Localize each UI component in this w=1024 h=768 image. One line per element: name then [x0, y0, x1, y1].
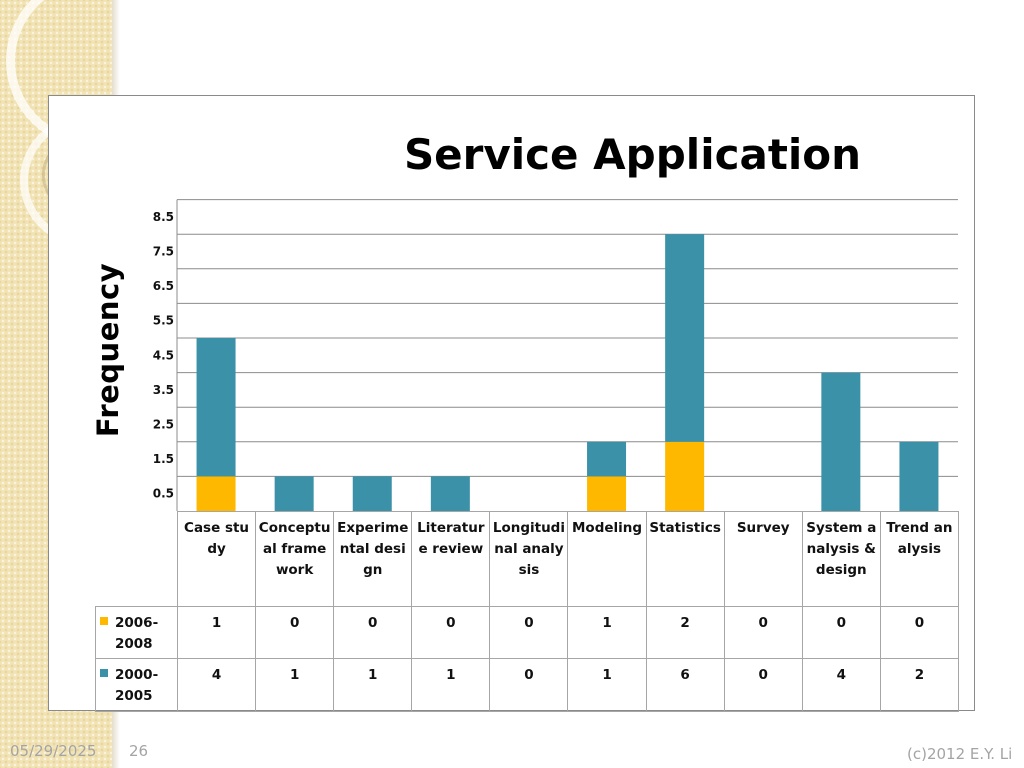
- category-label: Conceptual framework: [255, 511, 335, 607]
- legend-key-swatch: [100, 617, 108, 625]
- y-tick-label: 5.5: [153, 314, 174, 328]
- y-tick-label: 8.5: [153, 210, 174, 224]
- bar-series-b-6: [665, 234, 705, 442]
- copyright-notice: (c)2012 E.Y. Li: [907, 745, 1013, 763]
- y-tick-label: 7.5: [153, 245, 174, 259]
- data-label: 4: [801, 658, 881, 712]
- bar-series-b-0: [196, 338, 236, 477]
- table-series-row: 2000-2005 4 1 1 1 0 1 6 0 4 2: [95, 658, 959, 712]
- y-tick-label: 6.5: [153, 279, 174, 293]
- data-label: 0: [333, 606, 413, 659]
- data-label: 0: [411, 606, 491, 659]
- bar-series-b-1: [274, 476, 314, 511]
- footer-date: 05/29/2025: [10, 742, 97, 760]
- y-tick-label: 3.5: [153, 383, 174, 397]
- category-label: Literature review: [411, 511, 491, 607]
- table-series-row: 2006-2008 1 0 0 0 0 1 2 0 0 0: [95, 606, 959, 659]
- category-label: Trend analysis: [879, 511, 959, 607]
- series-name: 2006-2008: [115, 615, 159, 652]
- bar-series-b-2: [352, 476, 392, 511]
- data-label: 1: [411, 658, 491, 712]
- chart-data-table: Case study Conceptual framework Experiment…: [95, 511, 959, 712]
- series-legend-cell: 2000-2005: [95, 658, 178, 712]
- category-label: Modeling: [567, 511, 647, 607]
- data-label: 0: [489, 658, 569, 712]
- category-label: Survey: [723, 511, 803, 607]
- bar-series-b-3: [430, 476, 470, 511]
- page-number: 26: [129, 742, 149, 760]
- data-label: 0: [255, 606, 335, 659]
- y-tick-label: 0.5: [153, 487, 174, 501]
- bar-series-a-6: [665, 441, 705, 511]
- category-label: Experimental design: [333, 511, 413, 607]
- data-label: 4: [176, 658, 257, 712]
- data-label: 2: [879, 658, 959, 712]
- y-tick-label: 4.5: [153, 348, 174, 362]
- series-legend-cell: 2006-2008: [95, 606, 178, 659]
- bar-series-b-8: [821, 372, 861, 511]
- bar-series-b-5: [587, 441, 627, 477]
- series-name: 2000-2005: [115, 667, 159, 704]
- data-label: 0: [489, 606, 569, 659]
- bar-series-a-5: [587, 476, 627, 511]
- data-label: 1: [333, 658, 413, 712]
- data-label: 1: [255, 658, 335, 712]
- category-label: System analysis & design: [801, 511, 881, 607]
- data-label: 1: [567, 606, 647, 659]
- legend-key-swatch: [100, 669, 108, 677]
- table-corner-cell: [95, 511, 178, 607]
- data-label: 2: [645, 606, 725, 659]
- y-tick-label: 1.5: [153, 452, 174, 466]
- data-label: 0: [879, 606, 959, 659]
- data-label: 0: [723, 606, 803, 659]
- data-label: 0: [723, 658, 803, 712]
- y-tick-label: 2.5: [153, 418, 174, 432]
- category-label: Case study: [176, 511, 257, 607]
- table-header-row: Case study Conceptual framework Experiment…: [95, 511, 959, 607]
- category-label: Longitudinal analysis: [489, 511, 569, 607]
- bar-series-b-9: [899, 441, 939, 511]
- data-label: 0: [801, 606, 881, 659]
- data-label: 1: [176, 606, 257, 659]
- chart-title: Service Application: [403, 130, 862, 179]
- data-label: 1: [567, 658, 647, 712]
- bar-series-a-0: [196, 476, 236, 511]
- category-label: Statistics: [645, 511, 725, 607]
- data-label: 6: [645, 658, 725, 712]
